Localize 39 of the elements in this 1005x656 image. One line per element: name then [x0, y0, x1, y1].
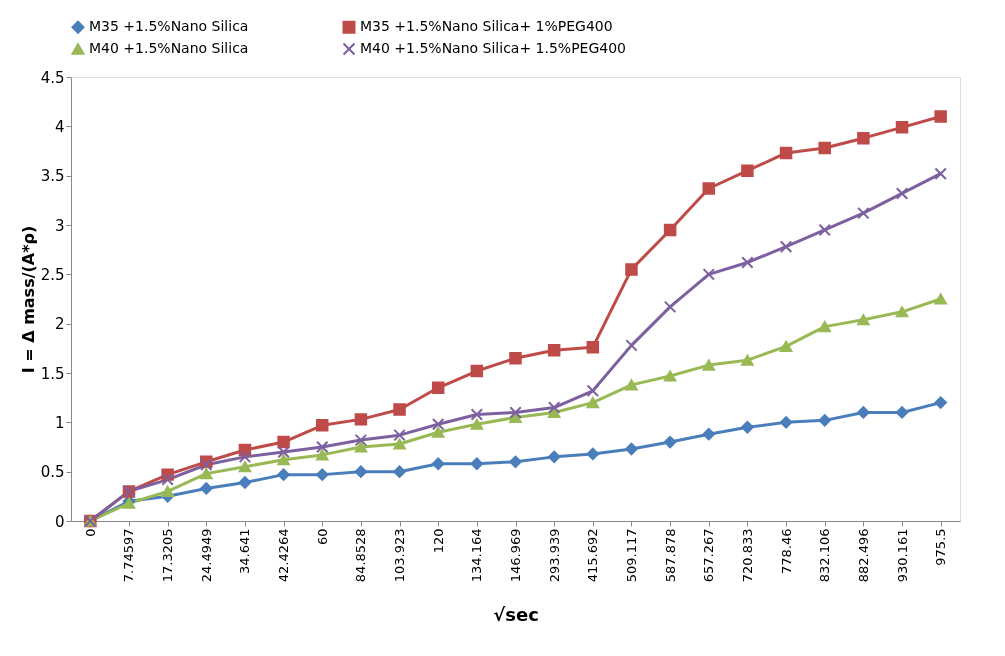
- x-tick-label: 930.161: [894, 528, 910, 583]
- x-tick-label: 587.878: [662, 528, 678, 583]
- x-tick-label: 134.164: [469, 528, 485, 583]
- x-tick-label: 720.833: [739, 528, 755, 583]
- x-tick-label: 882.496: [855, 528, 871, 583]
- y-tick-label: 3: [54, 216, 65, 235]
- x-tick-label: 146.969: [508, 528, 523, 583]
- y-tick-label: 4.5: [40, 68, 65, 87]
- x-tick-label: 832.106: [817, 528, 833, 583]
- x-tick-label: 120: [430, 528, 446, 554]
- x-tick-label: 415.692: [585, 528, 601, 583]
- x-tick-label: 42.4264: [276, 528, 292, 583]
- y-tick-label: 0.5: [40, 463, 65, 482]
- x-tick-label: 103.923: [392, 528, 408, 583]
- x-tick-label: 17.3205: [160, 528, 176, 583]
- x-tick-label: 24.4949: [198, 528, 214, 583]
- x-tick-label: 34.641: [237, 528, 253, 574]
- x-tick-label: 60: [314, 528, 330, 546]
- x-tick-label: 293.939: [546, 528, 562, 583]
- y-axis-title: I = Δ mass/(A*ρ): [18, 225, 38, 374]
- x-tick-label: 7.74597: [121, 528, 137, 583]
- legend-label: M40 +1.5%Nano Silica: [89, 40, 249, 56]
- x-axis-title: √sec: [493, 604, 539, 626]
- x-tick-label: 975.5: [933, 528, 949, 566]
- y-tick-label: 0: [54, 512, 65, 531]
- y-tick-label: 3.5: [40, 167, 65, 186]
- x-tick-label: 778.46: [778, 528, 794, 574]
- legend-label: M40 +1.5%Nano Silica+ 1.5%PEG400: [360, 40, 627, 56]
- x-tick-label: 509.117: [623, 528, 639, 583]
- y-tick-label: 1.5: [40, 364, 65, 383]
- x-tick-label: 0: [82, 528, 98, 537]
- y-tick-label: 1: [54, 413, 65, 432]
- legend-label: M35 +1.5%Nano Silica: [89, 18, 249, 35]
- y-tick-label: 2: [54, 315, 65, 334]
- y-tick-label: 4: [54, 117, 65, 136]
- legend-label: M35 +1.5%Nano Silica+ 1%PEG400: [360, 18, 613, 35]
- y-tick-label: 2.5: [40, 265, 65, 284]
- x-tick-label: 657.267: [701, 528, 717, 583]
- x-tick-label: 84.8528: [353, 528, 369, 583]
